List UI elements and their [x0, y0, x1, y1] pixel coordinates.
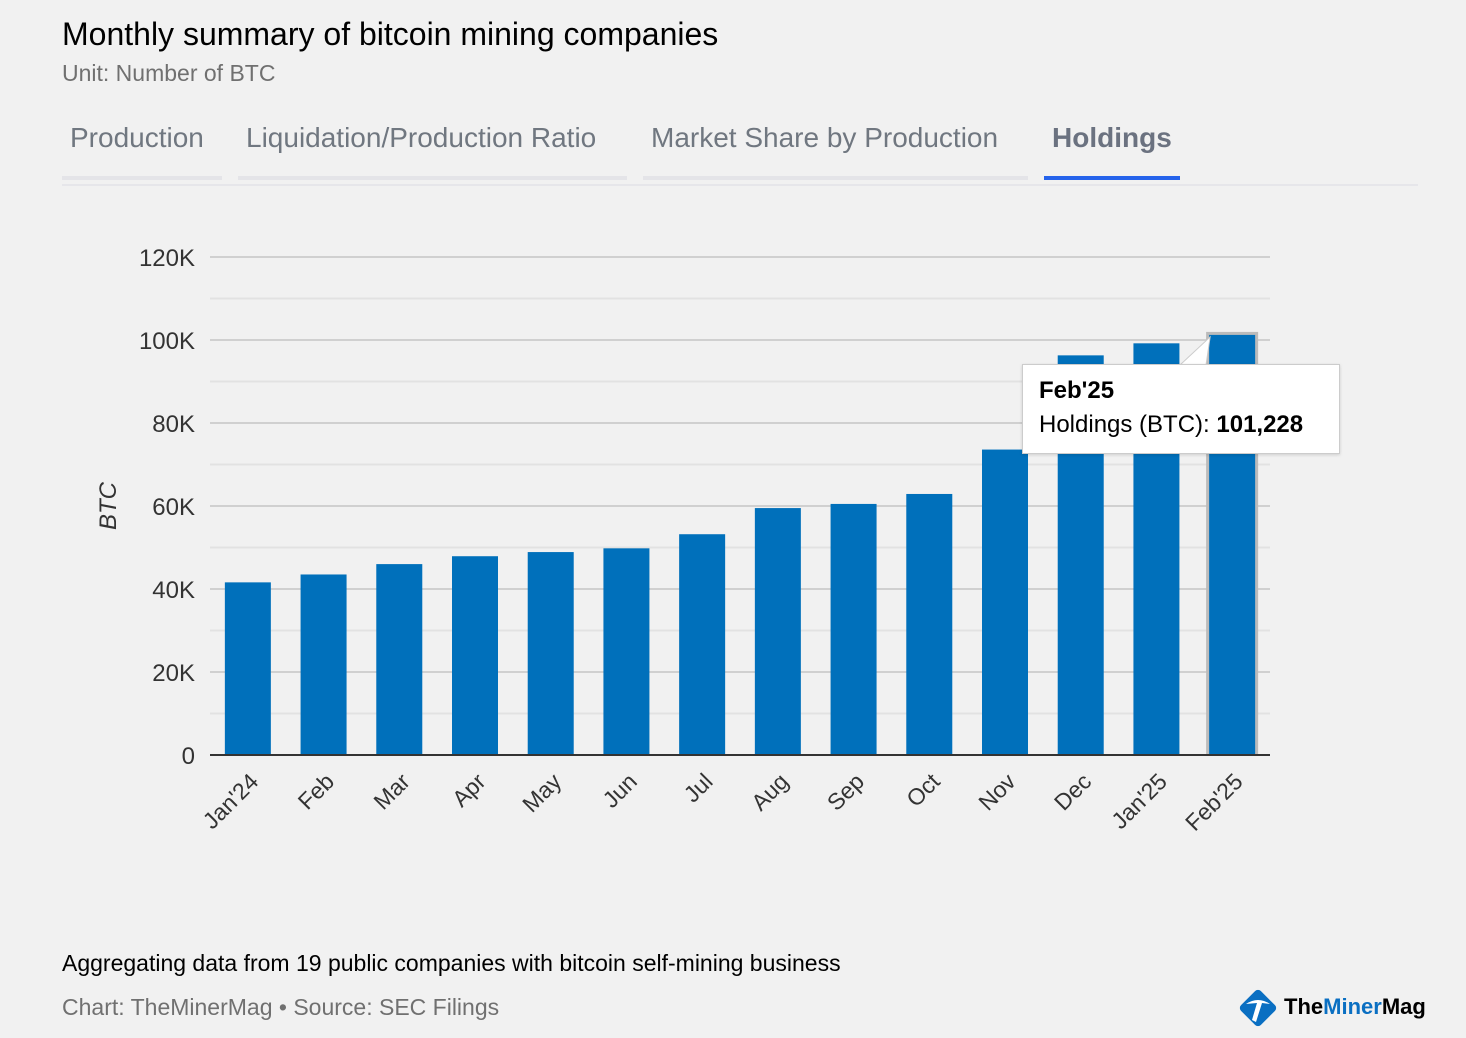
bar[interactable]	[603, 548, 650, 755]
x-tick-label: Apr	[447, 768, 491, 812]
x-tick-label: Oct	[901, 768, 945, 812]
x-tick-label: Aug	[746, 768, 793, 815]
tab-production[interactable]: Production	[62, 110, 222, 180]
x-tick-label: Jun	[597, 768, 642, 813]
pickaxe-logo-icon	[1239, 989, 1277, 1027]
y-tick-label: 80K	[152, 411, 195, 438]
bar[interactable]	[376, 564, 423, 755]
y-tick-label: 120K	[139, 245, 195, 272]
bar[interactable]	[906, 493, 953, 755]
y-axis-label: BTC	[95, 481, 122, 530]
tooltip-label: Holdings (BTC):	[1039, 411, 1217, 438]
footer-source: Chart: TheMinerMag • Source: SEC Filings	[62, 994, 500, 1020]
x-tick-label: Sep	[822, 768, 869, 815]
y-tick-label: 20K	[152, 660, 195, 687]
tab-bar: Production Liquidation/Production Ratio …	[62, 110, 1418, 186]
y-tick-label: 60K	[152, 494, 195, 521]
x-tick-label: Feb	[293, 768, 339, 814]
x-tick-label: May	[517, 768, 566, 817]
bar[interactable]	[679, 534, 726, 755]
x-tick-label: Dec	[1049, 768, 1096, 815]
x-tick-label: Feb'25	[1180, 768, 1248, 836]
chart-subtitle: Unit: Number of BTC	[62, 60, 276, 86]
tooltip-value: 101,228	[1216, 411, 1304, 438]
tab-liquidation-production-ratio[interactable]: Liquidation/Production Ratio	[238, 110, 627, 180]
bar[interactable]	[224, 582, 271, 755]
y-tick-label: 100K	[139, 328, 195, 355]
x-tick-label: Jul	[679, 768, 718, 807]
footer-note: Aggregating data from 19 public companie…	[62, 950, 841, 976]
x-tick-label: Jan'24	[198, 768, 264, 834]
y-tick-label: 40K	[152, 577, 195, 604]
bar[interactable]	[754, 508, 801, 755]
tooltip-header: Feb'25	[1039, 377, 1115, 404]
bar[interactable]	[982, 449, 1028, 755]
tab-market-share[interactable]: Market Share by Production	[643, 110, 1028, 180]
x-tick-label: Nov	[973, 768, 1021, 816]
tooltip-pointer	[1178, 335, 1211, 366]
x-tick-label: Jan'25	[1106, 768, 1172, 834]
bar[interactable]	[300, 574, 347, 755]
bar[interactable]	[452, 556, 498, 755]
theminermag-logo: TheMinerMag	[1236, 986, 1426, 1028]
tab-holdings[interactable]: Holdings	[1044, 110, 1180, 180]
tooltip: Feb'25 Holdings (BTC): 101,228	[1022, 364, 1340, 454]
chart-title: Monthly summary of bitcoin mining compan…	[62, 16, 719, 52]
y-tick-label: 0	[182, 743, 195, 770]
bar[interactable]	[527, 552, 574, 755]
x-tick-label: Mar	[368, 768, 415, 815]
bar[interactable]	[830, 503, 877, 755]
